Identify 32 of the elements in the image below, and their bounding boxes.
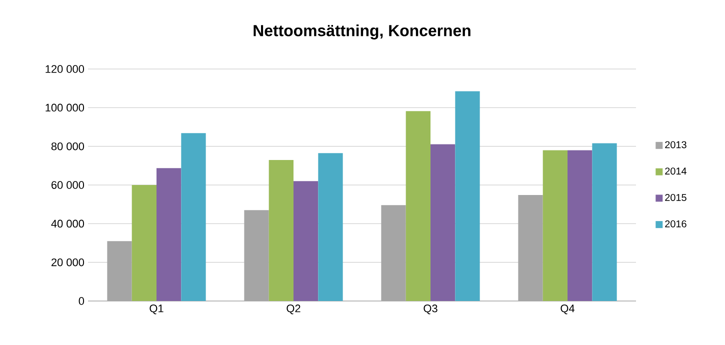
y-tick-label: 120 000 [46,65,84,73]
bar [430,144,456,301]
bar [132,185,157,301]
bar [181,133,206,301]
bar [318,153,343,301]
y-tick-label: 100 000 [46,104,84,112]
y-tick-label: 20 000 [52,258,84,266]
bar [542,150,568,301]
legend-label: 2014 [665,168,686,175]
bar [107,241,132,301]
y-tick-label: 0 [78,297,84,305]
bar [156,168,182,301]
bar [294,181,318,301]
bar [406,111,431,301]
legend-label: 2015 [665,194,686,202]
x-tick-label: Q1 [150,304,164,314]
chart-title: Nettoomsättning, Koncernen [254,24,470,40]
bar [244,210,269,301]
bar [592,143,617,301]
bar [568,150,592,301]
y-tick-label: 80 000 [51,142,84,150]
y-tick-label: 40 000 [51,220,84,228]
bar [518,195,543,301]
bar [455,91,480,301]
x-tick-label: Q3 [424,304,438,314]
legend-label: 2016 [665,220,686,228]
x-tick-label: Q2 [286,304,300,314]
legend-label: 2013 [665,141,686,148]
x-tick-label: Q4 [560,304,574,314]
bar [268,160,294,301]
bar [381,205,406,301]
y-tick-label: 60 000 [52,181,84,189]
